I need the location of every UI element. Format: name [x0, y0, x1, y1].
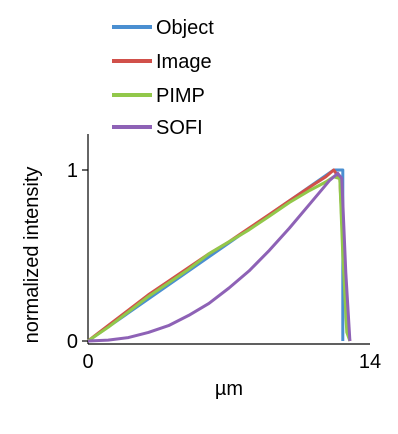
x-tick-label: 14: [359, 351, 381, 373]
axes: [87, 134, 370, 345]
x-tick-label: 0: [82, 351, 93, 373]
legend-item-sofi: SOFI: [112, 117, 203, 139]
x-axis-label: µm: [215, 378, 243, 400]
series-line-pimp: [87, 175, 352, 343]
legend-item-pimp: PIMP: [112, 85, 205, 107]
series-line-sofi: [87, 171, 352, 343]
legend-label-pimp: PIMP: [156, 85, 205, 107]
legend-label-sofi: SOFI: [156, 117, 203, 139]
legend-label-object: Object: [156, 17, 214, 39]
legend-item-object: Object: [112, 17, 214, 39]
y-tick-label: 1: [67, 160, 78, 182]
legend: Object Image PIMP SOFI: [112, 17, 214, 139]
tick-layer: 0 1 0 14: [67, 160, 381, 373]
y-axis-label: normalized intensity: [21, 167, 43, 344]
legend-label-image: Image: [156, 51, 212, 73]
series-layer: [87, 168, 352, 343]
legend-item-image: Image: [112, 51, 212, 73]
y-tick-label: 0: [67, 331, 78, 353]
